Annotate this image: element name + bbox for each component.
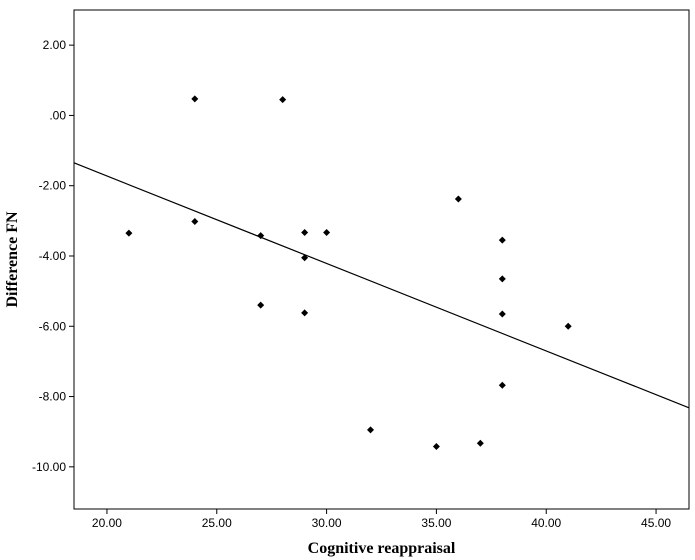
data-point	[191, 218, 199, 226]
y-tick-label: -6.00	[39, 319, 67, 333]
plot-frame	[73, 9, 690, 510]
data-point	[476, 439, 484, 447]
y-tick-label: -10.00	[32, 460, 66, 474]
data-point	[367, 426, 375, 434]
x-tick-label: 25.00	[202, 516, 232, 530]
y-axis-ticks: 2.00 .00 -2.00 -4.00 -6.00 -8.00 -10.00	[32, 38, 74, 474]
data-point	[191, 95, 199, 103]
x-tick-label: 40.00	[531, 516, 561, 530]
data-point	[301, 228, 309, 236]
x-tick-label: 45.00	[641, 516, 671, 530]
data-point	[498, 310, 506, 318]
data-point	[564, 322, 572, 330]
data-point	[257, 301, 265, 309]
data-point	[301, 254, 309, 262]
data-point	[498, 236, 506, 244]
data-point	[432, 442, 440, 450]
fit-line-layer	[73, 162, 690, 409]
data-point	[498, 381, 506, 389]
regression-line	[73, 162, 690, 409]
data-point	[257, 232, 265, 240]
x-tick-label: 35.00	[421, 516, 451, 530]
x-axis-title: Cognitive reappraisal	[308, 540, 456, 557]
y-tick-label: -4.00	[39, 249, 67, 263]
data-points-layer	[125, 95, 572, 450]
plot-area-border	[73, 9, 690, 510]
y-tick-label: 2.00	[43, 38, 67, 52]
y-tick-label: -2.00	[39, 179, 67, 193]
y-tick-label: -8.00	[39, 390, 67, 404]
x-axis-ticks: 20.00 25.00 30.00 35.00 40.00 45.00	[92, 509, 671, 530]
data-point	[279, 96, 287, 104]
data-point	[323, 228, 331, 236]
data-point	[454, 195, 462, 203]
y-axis-title: Difference FN	[4, 211, 21, 308]
data-point	[125, 229, 133, 237]
x-tick-label: 30.00	[312, 516, 342, 530]
x-tick-label: 20.00	[92, 516, 122, 530]
data-point	[301, 309, 309, 317]
y-tick-label: .00	[49, 108, 66, 122]
data-point	[498, 275, 506, 283]
